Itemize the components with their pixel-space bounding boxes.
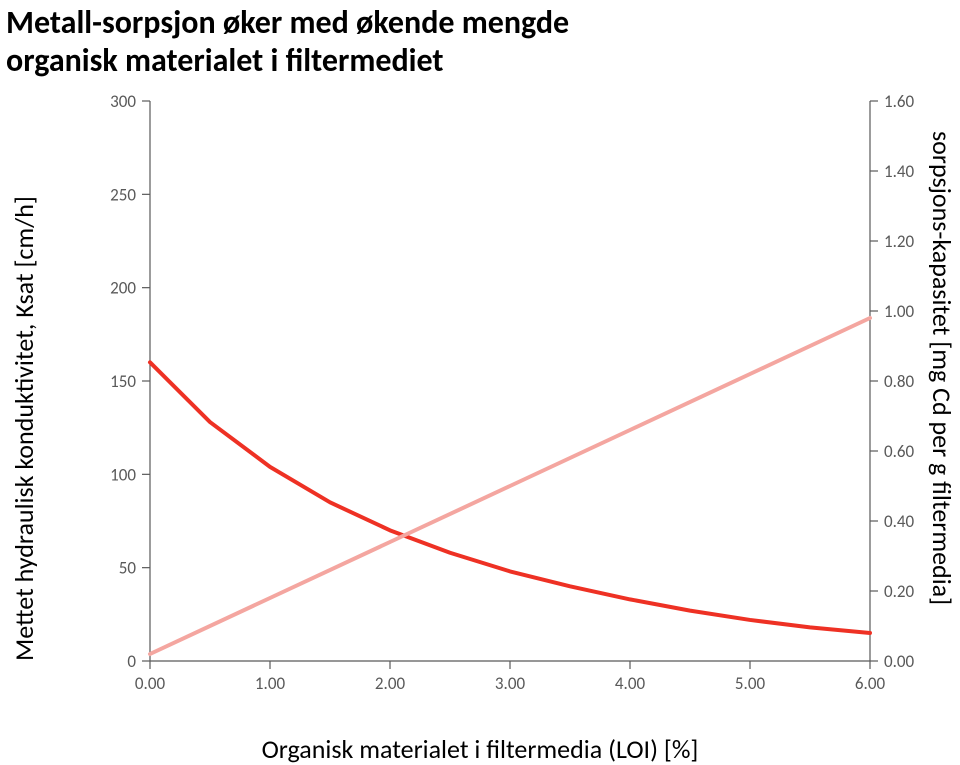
svg-text:1.00: 1.00 xyxy=(255,673,286,694)
svg-text:0.80: 0.80 xyxy=(884,371,915,392)
svg-text:6.00: 6.00 xyxy=(855,673,886,694)
y-right-axis-label: sorpsjons-kapasitet [mg Cd per g filterm… xyxy=(926,131,958,671)
svg-text:50: 50 xyxy=(119,557,137,578)
svg-text:0.00: 0.00 xyxy=(884,651,915,672)
svg-text:4.00: 4.00 xyxy=(615,673,646,694)
svg-text:150: 150 xyxy=(110,371,136,392)
svg-text:1.40: 1.40 xyxy=(884,161,915,182)
x-axis-label: Organisk materialet i filtermedia (LOI) … xyxy=(0,731,960,765)
svg-text:0.00: 0.00 xyxy=(135,673,166,694)
dual-axis-chart: 0 50 100 150 200 250 300 0.00 0.20 0.40 0.60 0.80 1.… xyxy=(30,81,950,721)
svg-text:200: 200 xyxy=(110,277,136,298)
svg-text:5.00: 5.00 xyxy=(735,673,766,694)
svg-text:3.00: 3.00 xyxy=(495,673,526,694)
svg-text:0.60: 0.60 xyxy=(884,441,915,462)
chart-container: Mettet hydraulisk konduktivitet, Ksat [c… xyxy=(0,81,960,731)
svg-text:100: 100 xyxy=(110,464,136,485)
svg-text:250: 250 xyxy=(110,184,136,205)
svg-text:2.00: 2.00 xyxy=(375,673,406,694)
svg-text:0.20: 0.20 xyxy=(884,581,915,602)
page-title: Metall-sorpsjon øker med økende mengde o… xyxy=(0,0,960,81)
svg-text:1.00: 1.00 xyxy=(884,301,915,322)
title-line2: organisk materialet i filtermediet xyxy=(6,41,444,80)
svg-text:1.20: 1.20 xyxy=(884,231,915,252)
svg-text:300: 300 xyxy=(110,91,136,112)
title-line1: Metall-sorpsjon øker med økende mengde xyxy=(6,3,569,42)
svg-text:1.60: 1.60 xyxy=(884,91,915,112)
svg-text:0.40: 0.40 xyxy=(884,511,915,532)
svg-text:0: 0 xyxy=(127,651,136,672)
